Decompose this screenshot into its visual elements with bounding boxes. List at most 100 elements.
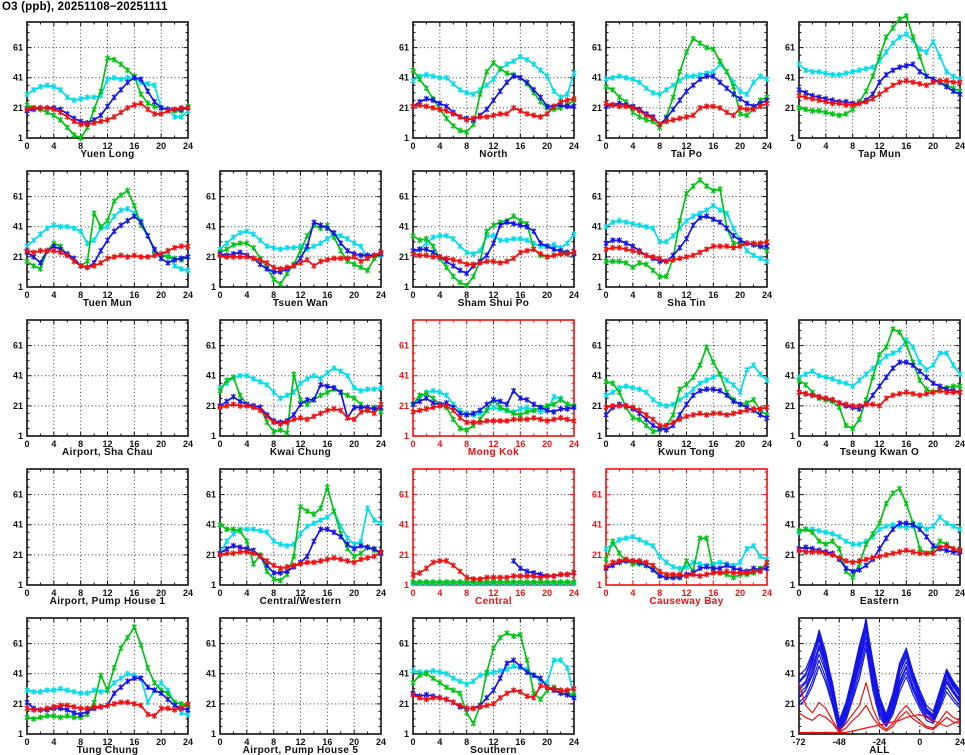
chart-plot-southern: 0 4 8 12 16 20 24 1 21 41 61 Southern <box>399 617 579 755</box>
chart-sha-tin: 0 4 8 12 16 20 24 1 21 41 61 Sha Tin <box>579 157 772 309</box>
svg-text:24: 24 <box>762 290 772 300</box>
svg-text:4: 4 <box>437 439 442 449</box>
chart-title-tung-chung: Tung Chung <box>77 745 139 755</box>
chart-title-southern: Southern <box>470 745 517 755</box>
svg-text:21: 21 <box>399 550 409 560</box>
svg-text:-24: -24 <box>873 737 886 747</box>
svg-text:16: 16 <box>708 588 718 598</box>
svg-text:8: 8 <box>464 588 469 598</box>
svg-text:16: 16 <box>322 439 332 449</box>
chart-plot-eastern: 0 4 8 12 16 20 24 1 21 41 61 Eastern <box>785 468 965 607</box>
svg-text:4: 4 <box>244 588 249 598</box>
chart-plot-airport-pump-house-5: 0 4 8 12 16 20 24 1 21 41 61 Airport, Pump House 5 <box>206 617 386 755</box>
svg-text:20: 20 <box>542 737 552 747</box>
chart-mong-kok: 0 4 8 12 16 20 24 1 21 41 61 Mong Kok <box>386 306 579 458</box>
chart-title-yuen-long: Yuen Long <box>80 149 134 160</box>
svg-text:41: 41 <box>592 222 602 232</box>
svg-text:24: 24 <box>376 439 386 449</box>
chart-tuen-mun: 0 4 8 12 16 20 24 1 21 41 61 Tuen Mun <box>0 157 193 309</box>
svg-text:4: 4 <box>244 439 249 449</box>
svg-text:4: 4 <box>437 141 442 151</box>
svg-text:21: 21 <box>592 103 602 113</box>
svg-text:0: 0 <box>410 290 415 300</box>
svg-text:41: 41 <box>206 371 216 381</box>
chart-title-airport-pump-house-1: Airport, Pump House 1 <box>50 596 166 607</box>
svg-text:24: 24 <box>569 290 579 300</box>
svg-text:21: 21 <box>399 103 409 113</box>
svg-text:4: 4 <box>823 588 828 598</box>
svg-text:20: 20 <box>156 439 166 449</box>
svg-text:1: 1 <box>18 580 23 590</box>
chart-tung-chung: 0 4 8 12 16 20 24 1 21 41 61 Tung Chung <box>0 604 193 755</box>
chart-title-north: North <box>479 149 507 160</box>
svg-text:1: 1 <box>404 431 409 441</box>
svg-text:12: 12 <box>874 141 884 151</box>
svg-text:4: 4 <box>437 737 442 747</box>
chart-central-western: 0 4 8 12 16 20 24 1 21 41 61 Central/Western <box>193 455 386 607</box>
chart-plot-yuen-long: 0 4 8 12 16 20 24 1 21 41 61 Yuen Long <box>13 21 193 160</box>
svg-text:61: 61 <box>399 341 409 351</box>
svg-text:0: 0 <box>217 290 222 300</box>
svg-text:12: 12 <box>102 737 112 747</box>
svg-text:12: 12 <box>102 439 112 449</box>
svg-text:1: 1 <box>211 282 216 292</box>
svg-text:12: 12 <box>295 588 305 598</box>
svg-text:8: 8 <box>78 141 83 151</box>
chart-title-eastern: Eastern <box>860 596 899 607</box>
svg-text:20: 20 <box>542 290 552 300</box>
svg-text:20: 20 <box>156 290 166 300</box>
chart-plot-central: 0 4 8 12 16 20 24 1 21 41 61 Central <box>399 468 579 607</box>
svg-text:8: 8 <box>78 439 83 449</box>
svg-text:20: 20 <box>928 588 938 598</box>
svg-text:8: 8 <box>271 588 276 598</box>
svg-text:24: 24 <box>183 290 193 300</box>
chart-central: 0 4 8 12 16 20 24 1 21 41 61 Central <box>386 455 579 607</box>
svg-text:41: 41 <box>13 371 23 381</box>
chart-airport-pump-house-1: 0 4 8 12 16 20 24 1 21 41 61 Airport, Pump House 1 <box>0 455 193 607</box>
svg-text:8: 8 <box>271 737 276 747</box>
svg-text:61: 61 <box>206 341 216 351</box>
chart-title-kwun-tong: Kwun Tong <box>658 447 715 458</box>
svg-text:41: 41 <box>206 520 216 530</box>
svg-text:4: 4 <box>823 439 828 449</box>
chart-southern: 0 4 8 12 16 20 24 1 21 41 61 Southern <box>386 604 579 755</box>
svg-text:12: 12 <box>102 141 112 151</box>
svg-text:21: 21 <box>13 252 23 262</box>
svg-text:24: 24 <box>183 737 193 747</box>
chart-tsuen-wan: 0 4 8 12 16 20 24 1 21 41 61 Tsuen Wan <box>193 157 386 309</box>
svg-text:8: 8 <box>464 439 469 449</box>
chart-tseung-kwan-o: 0 4 8 12 16 20 24 1 21 41 61 Tseung Kwan O <box>772 306 965 458</box>
svg-text:0: 0 <box>603 439 608 449</box>
svg-text:1: 1 <box>404 282 409 292</box>
svg-text:61: 61 <box>13 192 23 202</box>
svg-text:20: 20 <box>928 439 938 449</box>
svg-text:12: 12 <box>295 439 305 449</box>
svg-text:12: 12 <box>874 588 884 598</box>
svg-text:1: 1 <box>18 133 23 143</box>
chart-yuen-long: 0 4 8 12 16 20 24 1 21 41 61 Yuen Long <box>0 8 193 160</box>
svg-text:1: 1 <box>597 431 602 441</box>
svg-text:24: 24 <box>569 141 579 151</box>
svg-text:4: 4 <box>51 290 56 300</box>
svg-text:16: 16 <box>901 588 911 598</box>
svg-text:41: 41 <box>399 73 409 83</box>
svg-text:0: 0 <box>24 588 29 598</box>
svg-text:4: 4 <box>823 141 828 151</box>
svg-text:1: 1 <box>790 580 795 590</box>
svg-text:8: 8 <box>78 290 83 300</box>
svg-text:4: 4 <box>437 588 442 598</box>
svg-text:61: 61 <box>206 490 216 500</box>
svg-text:61: 61 <box>592 43 602 53</box>
svg-text:24: 24 <box>183 141 193 151</box>
svg-text:16: 16 <box>322 588 332 598</box>
chart-plot-all: -72 -48 -24 0 24 1 21 41 61 ALL <box>785 617 965 755</box>
svg-text:-72: -72 <box>792 737 805 747</box>
svg-text:1: 1 <box>211 580 216 590</box>
svg-text:8: 8 <box>78 737 83 747</box>
svg-text:0: 0 <box>217 439 222 449</box>
chart-title-sha-tin: Sha Tin <box>667 298 705 309</box>
svg-text:24: 24 <box>569 737 579 747</box>
chart-plot-kwun-tong: 0 4 8 12 16 20 24 1 21 41 61 Kwun Tong <box>592 319 772 458</box>
svg-text:4: 4 <box>51 141 56 151</box>
svg-text:20: 20 <box>735 439 745 449</box>
